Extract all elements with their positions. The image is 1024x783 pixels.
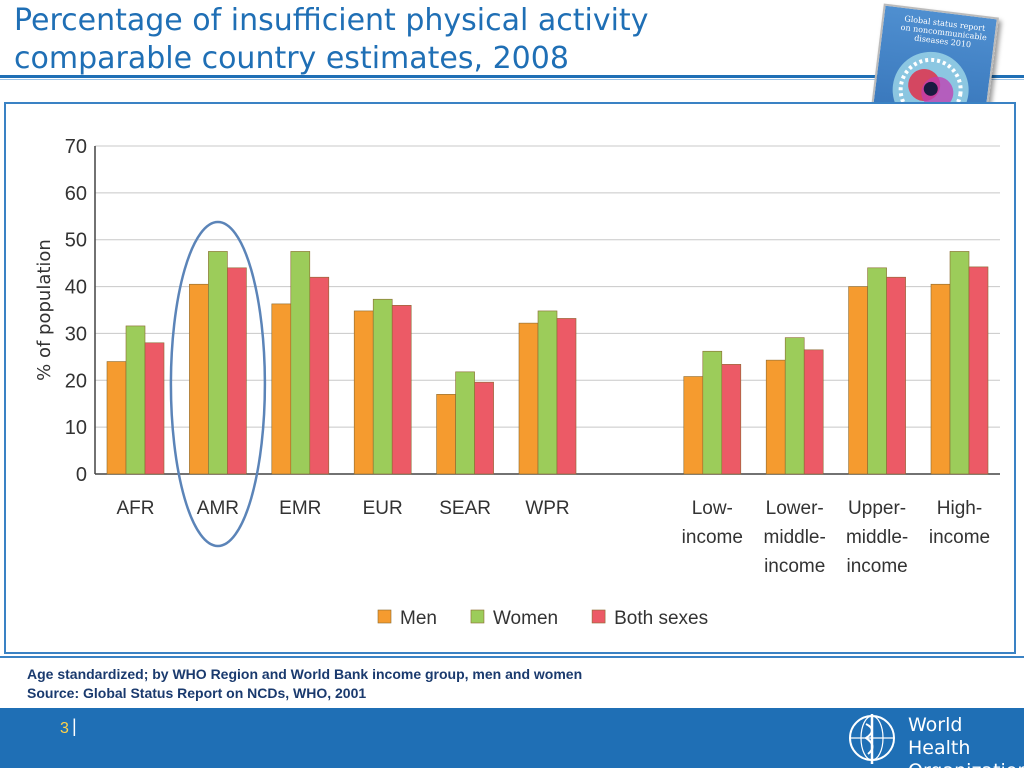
chart-frame: 0 10 20 30 40 50 60 70 % of population AFR AMR EMR E… (4, 102, 1016, 654)
bar-women (372, 298, 393, 475)
x-category-label: middle- (846, 527, 908, 548)
legend-label: Both sexes (614, 608, 708, 629)
y-tick-label: 50 (65, 230, 87, 252)
legend-swatch (470, 609, 485, 624)
legend-layer: Men Women Both sexes (377, 608, 708, 629)
bar-women (125, 325, 146, 475)
bar-both-sexes (309, 276, 330, 475)
x-category-label: Upper- (848, 498, 906, 519)
who-wordmark-line-2: Organization (908, 760, 1024, 782)
x-category-label: income (682, 527, 743, 548)
x-category-label: income (846, 556, 907, 577)
bar-both-sexes (556, 318, 577, 475)
y-tick-label: 70 (65, 136, 87, 158)
legend-swatch (591, 609, 606, 624)
x-category-label: Low- (692, 498, 733, 519)
bar-men (436, 394, 456, 475)
x-category-label: EUR (363, 498, 403, 519)
y-tick-label: 20 (65, 370, 87, 392)
who-wordmark: World Health Organization (908, 714, 1024, 783)
page-separator: | (72, 716, 77, 736)
x-category-label: High- (937, 498, 982, 519)
x-category-label: income (764, 556, 825, 577)
highlight-ellipse (169, 220, 267, 548)
bar-men (683, 376, 704, 475)
bar-both-sexes (144, 342, 165, 475)
bar-both-sexes (803, 349, 824, 475)
legend-label: Women (493, 608, 558, 629)
bar-both-sexes (968, 266, 989, 475)
bar-women (867, 267, 887, 475)
bar-men (189, 283, 209, 475)
bar-chart: 0 10 20 30 40 50 60 70 % of population AFR AMR EMR E… (34, 136, 1000, 629)
x-category-label: Lower- (766, 498, 824, 519)
bar-men (271, 303, 292, 475)
slide-title: Percentage of insufficient physical acti… (14, 2, 854, 78)
bar-men (930, 283, 951, 475)
page-number: 3 (60, 720, 69, 737)
x-category-label: WPR (525, 498, 569, 519)
legend-swatch (377, 609, 392, 624)
bar-women (702, 350, 723, 475)
footnote-line-2: Source: Global Status Report on NCDs, WH… (27, 685, 367, 701)
y-axis-title: % of population (34, 239, 55, 381)
bar-men (353, 310, 374, 475)
y-tick-label: 10 (65, 417, 87, 439)
bar-men (518, 322, 539, 475)
x-category-label: SEAR (439, 498, 491, 519)
footnote-divider (0, 656, 1024, 658)
bar-women (455, 371, 475, 475)
slide-title-line-2: comparable country estimates, 2008 (14, 41, 569, 76)
title-divider (0, 75, 1024, 78)
x-category-label: AFR (117, 498, 155, 519)
bar-both-sexes (391, 305, 412, 475)
labels-layer: 0 10 20 30 40 50 60 70 % of population AFR AMR EMR E… (34, 136, 990, 577)
bar-women (290, 251, 311, 475)
bar-both-sexes (886, 276, 906, 475)
footnote-line-1: Age standardized; by WHO Region and Worl… (27, 666, 583, 682)
y-tick-label: 40 (65, 277, 87, 299)
bar-men (765, 359, 786, 475)
bar-both-sexes (227, 267, 247, 475)
slide-title-line-1: Percentage of insufficient physical acti… (14, 3, 649, 38)
bar-both-sexes (474, 381, 494, 475)
footnote: Age standardized; by WHO Region and Worl… (27, 665, 582, 703)
y-tick-label: 0 (76, 464, 87, 486)
who-emblem-icon (849, 714, 895, 764)
x-category-label: income (929, 527, 990, 548)
legend-label: Men (400, 608, 437, 629)
title-divider-thin (0, 79, 1024, 80)
y-tick-label: 60 (65, 183, 87, 205)
bar-women (784, 337, 805, 475)
bar-men (106, 361, 127, 475)
bars-layer (106, 220, 989, 548)
who-wordmark-line-1: World Health (908, 714, 971, 759)
x-category-label: EMR (279, 498, 321, 519)
bar-women (537, 310, 558, 475)
bar-women (208, 251, 228, 475)
y-tick-label: 30 (65, 323, 87, 345)
x-category-label: AMR (197, 498, 239, 519)
bar-both-sexes (721, 364, 742, 475)
bar-women (949, 251, 970, 475)
x-category-label: middle- (764, 527, 826, 548)
bar-men (848, 286, 868, 475)
